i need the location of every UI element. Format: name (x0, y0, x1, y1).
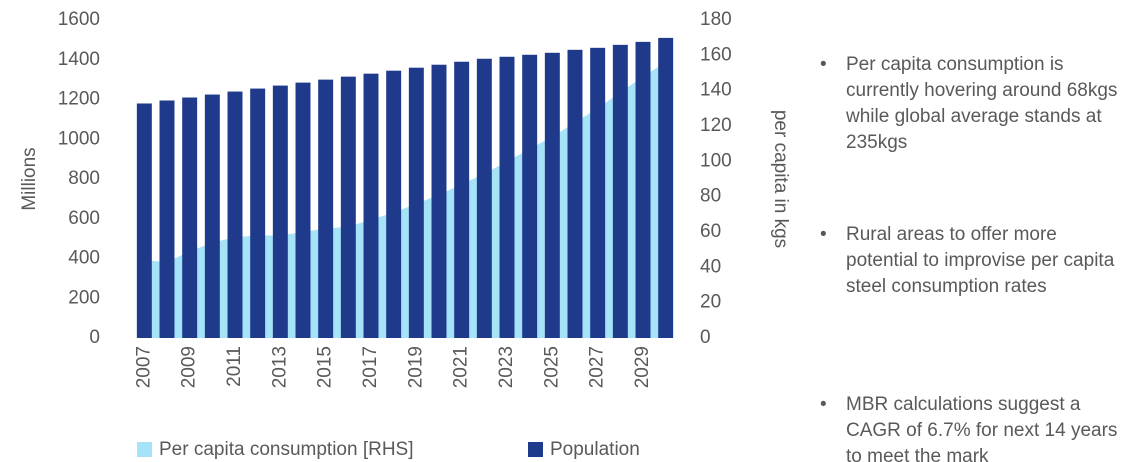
y2-tick-label: 40 (700, 256, 721, 277)
y-tick-label: 1200 (58, 89, 100, 110)
y2-tick-label: 60 (700, 221, 721, 242)
x-tick-label: 2013 (269, 346, 290, 388)
y2-axis-title: per capita in kgs (770, 110, 791, 248)
y-tick-label: 1000 (58, 128, 100, 149)
x-tick-label: 2027 (587, 346, 608, 388)
y2-tick-label: 120 (700, 115, 732, 136)
y-axis-title: Millions (19, 147, 40, 210)
note: Per capita consumption is currently hove… (820, 52, 1130, 156)
bar (204, 94, 220, 338)
bar (159, 100, 175, 339)
bar (182, 97, 198, 338)
bar (590, 47, 606, 338)
x-tick-label: 2025 (541, 346, 562, 388)
bar (386, 70, 402, 339)
bar (612, 44, 628, 338)
x-tick-label: 2009 (179, 346, 200, 388)
x-tick-label: 2019 (405, 346, 426, 388)
y2-tick-label: 80 (700, 186, 721, 207)
bar (454, 61, 470, 339)
bar (567, 49, 583, 338)
x-tick-label: 2029 (632, 346, 653, 388)
bar (431, 64, 447, 338)
note: MBR calculations suggest a CAGR of 6.7% … (820, 392, 1130, 462)
bar (363, 73, 379, 338)
bar (272, 85, 288, 339)
legend-swatch (528, 442, 543, 457)
x-tick-label: 2015 (315, 346, 336, 388)
bar (658, 37, 674, 338)
y-tick-label: 1600 (58, 9, 100, 30)
legend-label: Per capita consumption [RHS] (159, 439, 414, 460)
x-tick-label: 2007 (133, 346, 154, 388)
y-tick-label: 600 (68, 208, 100, 229)
bar (318, 79, 334, 338)
y2-tick-label: 100 (700, 150, 732, 171)
x-tick-label: 2023 (496, 346, 517, 388)
bar (635, 41, 651, 339)
bar (250, 88, 266, 338)
bar (476, 58, 492, 338)
x-tick-label: 2011 (224, 346, 245, 387)
y-tick-label: 0 (89, 327, 100, 348)
y-tick-label: 800 (68, 168, 100, 189)
x-tick-label: 2021 (451, 346, 472, 388)
legend-swatch (137, 442, 152, 457)
bar (227, 91, 243, 338)
x-tick-label: 2017 (360, 346, 381, 388)
y-tick-label: 200 (68, 287, 100, 308)
y-tick-label: 1400 (58, 49, 100, 70)
y2-tick-label: 180 (700, 9, 732, 30)
y2-tick-label: 0 (700, 327, 711, 348)
bar (340, 76, 356, 339)
bar (408, 67, 424, 338)
y2-tick-label: 140 (700, 80, 732, 101)
bar (499, 56, 515, 339)
y2-tick-label: 160 (700, 44, 732, 65)
notes: Per capita consumption is currently hove… (820, 0, 1140, 462)
y2-tick-label: 20 (700, 292, 721, 313)
bar (544, 52, 560, 338)
y-tick-label: 400 (68, 248, 100, 269)
note: Rural areas to offer more potential to i… (820, 222, 1130, 300)
area (144, 62, 666, 339)
bar (522, 54, 538, 338)
bar (295, 82, 311, 338)
chart: Millions per capita in kgs 0200400600800… (19, 9, 791, 460)
legend-label: Population (550, 439, 640, 460)
bar (136, 103, 152, 338)
